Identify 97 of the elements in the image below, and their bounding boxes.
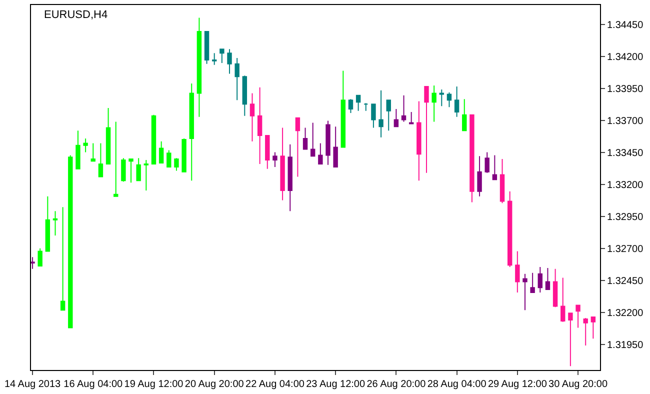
candlestick [174, 158, 179, 172]
x-tick-label: 19 Aug 12:00 [124, 379, 184, 390]
x-tick-label: 14 Aug 2013 [4, 379, 62, 390]
candlestick [530, 272, 535, 293]
y-tick-label: 1.32950 [607, 212, 644, 223]
y-tick-label: 1.34200 [607, 52, 644, 64]
candlestick [106, 107, 111, 165]
candlestick [500, 158, 505, 204]
candlestick [590, 316, 596, 340]
candlestick [538, 266, 542, 293]
y-tick-label: 1.31950 [607, 340, 644, 351]
y-tick-label: 1.33200 [607, 180, 644, 191]
x-tick-label: 29 Aug 12:00 [488, 379, 548, 390]
candlestick [378, 90, 384, 138]
candlestick [560, 277, 566, 322]
y-tick-label: 1.32200 [607, 308, 644, 319]
chart-title: EURUSD,H4 [44, 9, 108, 21]
x-tick-label: 22 Aug 04:00 [245, 379, 305, 390]
candlestick [507, 190, 512, 268]
y-tick-label: 1.33950 [607, 84, 644, 96]
candlestick [234, 57, 240, 101]
x-tick-label: 16 Aug 04:00 [64, 379, 124, 390]
candlestick [515, 250, 520, 293]
candlestick [462, 98, 467, 132]
candlestick [144, 160, 149, 192]
candlestick [424, 86, 429, 174]
x-tick-label: 23 Aug 12:00 [306, 379, 366, 390]
candlestick [45, 196, 50, 252]
candlestick [60, 206, 66, 311]
candlestick [310, 122, 316, 157]
candlestick [364, 102, 368, 112]
candlestick [326, 120, 330, 166]
candlestick [257, 86, 262, 165]
candlestick [31, 256, 35, 270]
candlestick [98, 142, 104, 178]
candlestick [484, 152, 490, 174]
y-tick-label: 1.34450 [607, 20, 644, 32]
candlestick [227, 48, 232, 74]
candlestick [371, 104, 376, 128]
candlestick [477, 156, 482, 197]
y-tick-label: 1.33700 [607, 116, 644, 128]
candlestick [151, 114, 156, 165]
x-tick-label: 28 Aug 04:00 [427, 379, 487, 390]
candlestick [401, 94, 406, 122]
candlestick [182, 138, 186, 172]
candlestick [280, 127, 285, 201]
candlestick [340, 70, 346, 148]
candlestick [454, 86, 460, 118]
x-tick-label: 30 Aug 20:00 [548, 379, 608, 390]
candlestick [196, 17, 202, 118]
candlestick [242, 75, 248, 116]
candlestick [189, 83, 194, 182]
candlestick [38, 248, 42, 266]
y-tick-label: 1.32700 [607, 244, 644, 255]
candlestick [288, 144, 292, 212]
candlestick [356, 94, 361, 112]
candlestick [166, 150, 172, 168]
candlestick [394, 108, 399, 128]
candlestick [470, 114, 474, 203]
candlestick [68, 154, 73, 328]
candlestick [333, 126, 338, 168]
candlestick [439, 88, 444, 107]
candlestick [83, 138, 88, 153]
candlestick [432, 84, 436, 122]
candlestick [386, 100, 391, 132]
candlestick [492, 154, 498, 180]
y-tick-label: 1.33450 [607, 148, 644, 160]
candlestick [552, 268, 558, 308]
candlestick [212, 52, 217, 66]
candlestick [204, 30, 210, 64]
candlestick [408, 111, 414, 124]
candlestick [265, 134, 270, 170]
candlestick [446, 92, 452, 108]
candlestick [250, 92, 255, 142]
candlestick [158, 140, 164, 164]
candlestick [576, 304, 580, 328]
candlestick [318, 142, 323, 165]
candlestick [52, 210, 58, 236]
candlestick [545, 268, 550, 290]
candlestick [128, 158, 134, 184]
candlestick [90, 142, 96, 162]
candlestick [568, 312, 573, 367]
candlestick [114, 121, 118, 197]
x-tick-label: 26 Aug 20:00 [366, 379, 426, 390]
candlestick [121, 158, 126, 182]
candlestick [522, 273, 528, 311]
candlestick [348, 98, 354, 114]
candlestick [302, 127, 308, 150]
x-tick-label: 20 Aug 20:00 [184, 379, 244, 390]
candlestick [295, 117, 300, 178]
candlestick [220, 48, 224, 64]
candlestick [76, 130, 80, 170]
y-tick-label: 1.32450 [607, 276, 644, 287]
candlestick [272, 152, 278, 168]
candlestick [136, 158, 141, 182]
candlestick [583, 318, 588, 346]
candlestick [416, 100, 422, 182]
